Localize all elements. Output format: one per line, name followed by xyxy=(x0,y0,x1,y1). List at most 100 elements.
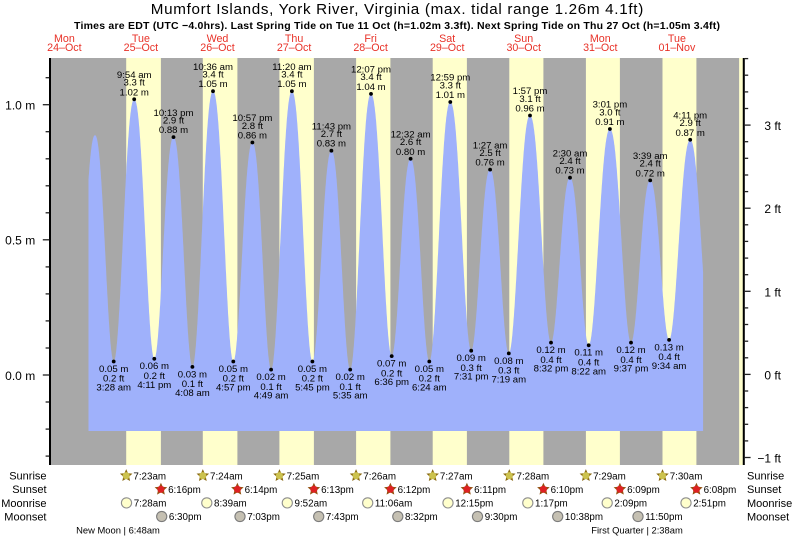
svg-text:8:22 am: 8:22 am xyxy=(571,366,606,377)
svg-text:11:50pm: 11:50pm xyxy=(645,512,682,523)
svg-text:2.8 ft: 2.8 ft xyxy=(242,121,264,132)
svg-text:4:49 am: 4:49 am xyxy=(254,391,289,402)
svg-text:2.5 ft: 2.5 ft xyxy=(479,148,501,159)
svg-text:Moonrise: Moonrise xyxy=(1,498,46,510)
svg-text:4:08 am: 4:08 am xyxy=(175,388,210,399)
svg-text:0.0 m: 0.0 m xyxy=(5,369,35,383)
svg-text:0.73 m: 0.73 m xyxy=(555,166,584,177)
svg-text:1.01 m: 1.01 m xyxy=(436,90,465,101)
svg-text:3.4 ft: 3.4 ft xyxy=(360,72,382,83)
svg-text:0.72 m: 0.72 m xyxy=(636,168,665,179)
svg-text:7:28am: 7:28am xyxy=(517,471,550,482)
svg-text:0.5 m: 0.5 m xyxy=(5,234,35,248)
svg-text:6:11pm: 6:11pm xyxy=(474,485,506,496)
svg-text:1.02 m: 1.02 m xyxy=(120,87,149,98)
svg-text:7:30am: 7:30am xyxy=(670,471,703,482)
svg-text:1:27 am: 1:27 am xyxy=(473,140,508,151)
svg-text:0.06 m: 0.06 m xyxy=(140,361,169,372)
svg-text:2.4 ft: 2.4 ft xyxy=(640,159,662,170)
svg-text:10:38pm: 10:38pm xyxy=(565,512,603,523)
svg-text:3:39 am: 3:39 am xyxy=(633,151,668,162)
svg-text:3:28 am: 3:28 am xyxy=(96,383,131,394)
svg-text:7:24am: 7:24am xyxy=(210,471,243,482)
svg-text:5:35 am: 5:35 am xyxy=(333,391,368,402)
svg-text:0.02 m: 0.02 m xyxy=(336,372,365,383)
svg-text:0.2 ft: 0.2 ft xyxy=(419,374,441,385)
svg-text:7:25am: 7:25am xyxy=(287,471,320,482)
svg-text:0.09 m: 0.09 m xyxy=(457,353,486,364)
svg-text:7:43pm: 7:43pm xyxy=(326,512,359,523)
svg-text:2.6 ft: 2.6 ft xyxy=(400,137,422,148)
svg-text:1:17pm: 1:17pm xyxy=(535,499,568,510)
svg-text:9:34 am: 9:34 am xyxy=(652,361,687,372)
svg-text:2.4 ft: 2.4 ft xyxy=(559,156,581,167)
svg-text:0.11 m: 0.11 m xyxy=(574,348,603,359)
svg-text:3.1 ft: 3.1 ft xyxy=(519,94,541,105)
svg-text:6:13pm: 6:13pm xyxy=(321,485,354,496)
svg-text:7:23am: 7:23am xyxy=(133,471,166,482)
svg-text:−1 ft: −1 ft xyxy=(757,452,781,466)
svg-text:0.2 ft: 0.2 ft xyxy=(381,368,403,379)
svg-text:10:57 pm: 10:57 pm xyxy=(232,113,272,124)
svg-text:1.0 m: 1.0 m xyxy=(5,99,35,113)
svg-text:7:27am: 7:27am xyxy=(440,471,473,482)
svg-text:3.0 ft: 3.0 ft xyxy=(599,107,621,118)
svg-text:9:54 am: 9:54 am xyxy=(117,70,152,81)
svg-text:6:14pm: 6:14pm xyxy=(245,485,278,496)
svg-text:0.3 ft: 0.3 ft xyxy=(498,366,520,377)
svg-text:Mon: Mon xyxy=(590,33,611,45)
svg-text:Moonrise: Moonrise xyxy=(747,498,792,510)
svg-text:Sunset: Sunset xyxy=(747,484,781,496)
svg-text:Fri: Fri xyxy=(364,33,376,45)
svg-text:5:45 pm: 5:45 pm xyxy=(295,383,330,394)
svg-text:27–Oct: 27–Oct xyxy=(277,42,311,54)
svg-text:0.02 m: 0.02 m xyxy=(256,372,285,383)
svg-text:Sat: Sat xyxy=(439,33,455,45)
svg-text:0.96 m: 0.96 m xyxy=(515,104,544,115)
svg-text:6:09pm: 6:09pm xyxy=(627,485,660,496)
svg-text:24–Oct: 24–Oct xyxy=(47,42,81,54)
svg-text:0.80 m: 0.80 m xyxy=(396,147,425,158)
svg-text:Sunset: Sunset xyxy=(12,484,46,496)
svg-text:6:16pm: 6:16pm xyxy=(168,485,201,496)
svg-text:0.2 ft: 0.2 ft xyxy=(144,371,166,382)
svg-text:0.05 m: 0.05 m xyxy=(219,364,248,375)
svg-text:4:11 pm: 4:11 pm xyxy=(137,380,171,391)
svg-text:31–Oct: 31–Oct xyxy=(583,42,617,54)
svg-text:3.4 ft: 3.4 ft xyxy=(281,70,303,81)
svg-text:3.3 ft: 3.3 ft xyxy=(124,78,146,89)
svg-text:Times are EDT (UTC −4.0hrs). L: Times are EDT (UTC −4.0hrs). Last Spring… xyxy=(74,20,720,32)
svg-text:Sun: Sun xyxy=(514,33,533,45)
svg-text:2:30 am: 2:30 am xyxy=(553,148,588,159)
svg-text:Tue: Tue xyxy=(132,33,150,45)
svg-text:7:03pm: 7:03pm xyxy=(247,512,280,523)
svg-text:1.04 m: 1.04 m xyxy=(356,82,385,93)
svg-text:7:26am: 7:26am xyxy=(363,471,396,482)
svg-text:0.88 m: 0.88 m xyxy=(159,125,188,136)
svg-text:0.3 ft: 0.3 ft xyxy=(461,363,483,374)
svg-text:1 ft: 1 ft xyxy=(764,285,781,299)
svg-text:12:32 am: 12:32 am xyxy=(391,130,431,141)
svg-text:11:20 am: 11:20 am xyxy=(272,62,311,73)
svg-text:Mumfort Islands, York River, V: Mumfort Islands, York River, Virginia (m… xyxy=(151,1,644,18)
svg-text:0.03 m: 0.03 m xyxy=(178,369,207,380)
svg-text:9:37 pm: 9:37 pm xyxy=(614,364,649,375)
svg-text:0.2 ft: 0.2 ft xyxy=(223,374,245,385)
svg-text:30–Oct: 30–Oct xyxy=(506,42,540,54)
svg-text:Moonset: Moonset xyxy=(4,511,46,523)
svg-text:8:39am: 8:39am xyxy=(214,499,247,510)
svg-text:0.2 ft: 0.2 ft xyxy=(103,374,125,385)
svg-text:7:19 am: 7:19 am xyxy=(491,374,526,385)
svg-text:0.2 ft: 0.2 ft xyxy=(302,374,324,385)
svg-text:3.3 ft: 3.3 ft xyxy=(440,80,462,91)
svg-text:0.1 ft: 0.1 ft xyxy=(260,382,282,393)
svg-text:25–Oct: 25–Oct xyxy=(124,42,158,54)
svg-text:6:08pm: 6:08pm xyxy=(704,485,737,496)
svg-text:3.4 ft: 3.4 ft xyxy=(202,70,224,81)
svg-text:0.87 m: 0.87 m xyxy=(676,128,705,139)
svg-text:0.4 ft: 0.4 ft xyxy=(620,355,642,366)
svg-text:12:59 pm: 12:59 pm xyxy=(430,73,470,84)
svg-text:First Quarter | 2:38am: First Quarter | 2:38am xyxy=(591,524,683,535)
svg-text:0.1 ft: 0.1 ft xyxy=(340,382,362,393)
svg-text:6:10pm: 6:10pm xyxy=(551,485,584,496)
